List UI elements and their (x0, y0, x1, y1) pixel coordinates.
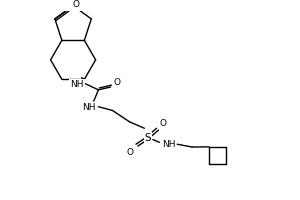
Text: NH: NH (162, 140, 175, 149)
Text: S: S (145, 133, 152, 143)
Text: NH: NH (82, 103, 96, 112)
Text: O: O (72, 0, 80, 9)
Text: NH: NH (70, 80, 84, 89)
Text: O: O (127, 148, 134, 157)
Text: O: O (114, 78, 121, 87)
Text: O: O (160, 119, 167, 128)
